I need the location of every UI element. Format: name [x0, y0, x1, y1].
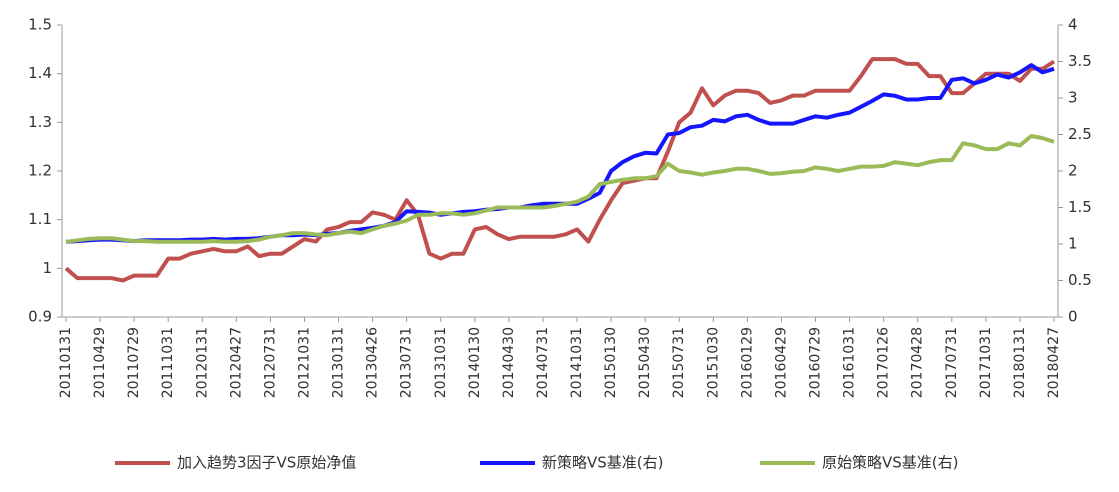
x-tick-label: 20130426: [365, 327, 381, 398]
y-tick-label: 1.5: [28, 16, 52, 34]
line-series: [65, 134, 1055, 244]
x-tick-label: 20160429: [773, 327, 789, 398]
y2-tick-label: 3: [1068, 89, 1078, 107]
line-series: [65, 63, 1055, 244]
x-tick-label: 20150130: [603, 327, 619, 398]
x-tick-label: 20111031: [160, 327, 176, 398]
y2-tick-label: 1: [1068, 235, 1078, 253]
y-tick-label: 1.2: [28, 162, 52, 180]
y2-tick-label: 1.5: [1068, 198, 1092, 216]
x-tick-label: 20120131: [194, 327, 210, 398]
x-tick-label: 20151030: [705, 327, 721, 398]
y2-tick-label: 2.5: [1068, 125, 1092, 143]
x-tick-label: 20180427: [1046, 327, 1062, 398]
y2-tick-label: 2: [1068, 162, 1078, 180]
x-tick-label: 20130731: [399, 327, 415, 398]
x-tick-label: 20161031: [842, 327, 858, 398]
y-tick-label: 1.3: [28, 113, 52, 131]
x-tick-label: 20150430: [637, 327, 653, 398]
x-tick-label: 20170731: [944, 327, 960, 398]
x-tick-label: 20131031: [433, 327, 449, 398]
legend-label: 加入趋势3因子VS原始净值: [177, 454, 356, 472]
legend-label: 新策略VS基准(右): [542, 454, 664, 472]
x-tick-label: 20110729: [126, 327, 142, 398]
x-tick-label: 20160129: [739, 327, 755, 398]
legend-label: 原始策略VS基准(右): [822, 454, 959, 472]
x-tick-label: 20140731: [535, 327, 551, 398]
x-tick-label: 20150731: [671, 327, 687, 398]
x-tick-label: 20170126: [876, 327, 892, 398]
x-tick-label: 20130131: [331, 327, 347, 398]
y2-tick-label: 3.5: [1068, 52, 1092, 70]
y2-tick-label: 4: [1068, 16, 1078, 34]
y-tick-label: 0.9: [28, 308, 52, 326]
x-tick-label: 20171031: [978, 327, 994, 398]
y-tick-label: 1.1: [28, 210, 52, 228]
x-tick-label: 20141031: [569, 327, 585, 398]
y-tick-label: 1: [42, 259, 52, 277]
x-tick-label: 20110131: [58, 327, 74, 398]
y-tick-label: 1.4: [28, 64, 52, 82]
x-tick-label: 20120731: [262, 327, 278, 398]
x-tick-label: 20160729: [808, 327, 824, 398]
x-tick-label: 20110429: [92, 327, 108, 398]
line-series: [64, 57, 1056, 283]
y2-tick-label: 0.5: [1068, 271, 1092, 289]
x-tick-label: 20120427: [228, 327, 244, 398]
x-tick-label: 20121031: [296, 327, 312, 398]
x-tick-label: 20180131: [1012, 327, 1028, 398]
x-tick-label: 20140430: [501, 327, 517, 398]
x-tick-label: 20140130: [467, 327, 483, 398]
y2-tick-label: 0: [1068, 308, 1078, 326]
x-tick-label: 20170428: [910, 327, 926, 398]
